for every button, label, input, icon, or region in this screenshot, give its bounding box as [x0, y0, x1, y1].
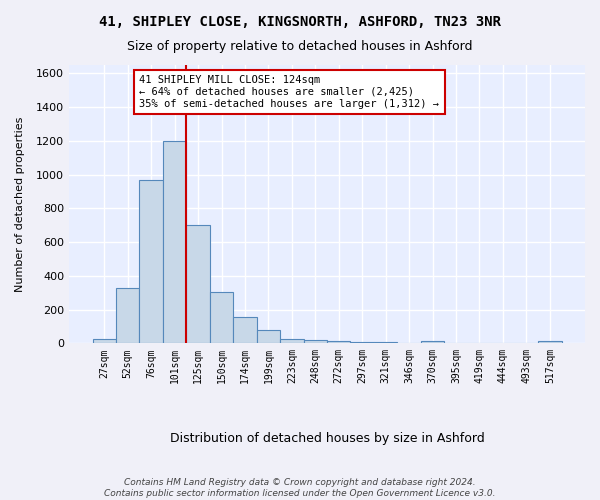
Bar: [116, 288, 139, 344]
Bar: [257, 330, 280, 344]
Bar: [304, 340, 327, 344]
Text: Size of property relative to detached houses in Ashford: Size of property relative to detached ho…: [127, 40, 473, 53]
Bar: [187, 225, 210, 344]
Bar: [538, 342, 562, 344]
Bar: [350, 342, 374, 344]
Bar: [421, 342, 444, 344]
Bar: [163, 141, 187, 344]
Y-axis label: Number of detached properties: Number of detached properties: [15, 116, 25, 292]
Text: 41 SHIPLEY MILL CLOSE: 124sqm
← 64% of detached houses are smaller (2,425)
35% o: 41 SHIPLEY MILL CLOSE: 124sqm ← 64% of d…: [139, 76, 439, 108]
Bar: [92, 339, 116, 344]
Bar: [139, 180, 163, 344]
Bar: [327, 342, 350, 344]
Text: 41, SHIPLEY CLOSE, KINGSNORTH, ASHFORD, TN23 3NR: 41, SHIPLEY CLOSE, KINGSNORTH, ASHFORD, …: [99, 15, 501, 29]
Text: Contains HM Land Registry data © Crown copyright and database right 2024.
Contai: Contains HM Land Registry data © Crown c…: [104, 478, 496, 498]
Bar: [280, 339, 304, 344]
X-axis label: Distribution of detached houses by size in Ashford: Distribution of detached houses by size …: [170, 432, 484, 445]
Bar: [374, 342, 397, 344]
Bar: [233, 317, 257, 344]
Bar: [210, 292, 233, 344]
